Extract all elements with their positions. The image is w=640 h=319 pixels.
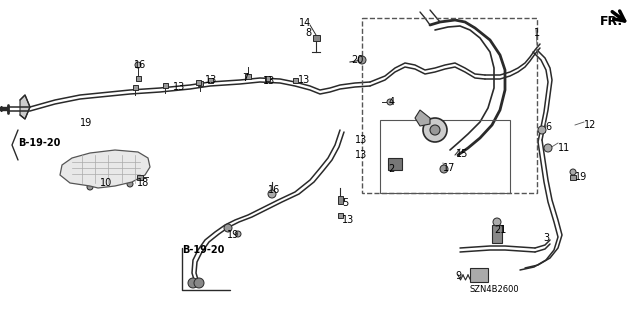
Bar [388,158,402,170]
Text: 19: 19 [227,230,239,240]
Circle shape [87,184,93,190]
Polygon shape [60,150,150,188]
Text: 13: 13 [298,75,310,85]
Text: 3: 3 [543,233,549,243]
Circle shape [194,278,204,288]
Text: 20: 20 [351,55,364,65]
Circle shape [358,56,366,64]
Text: 5: 5 [342,198,348,208]
Polygon shape [415,110,430,126]
FancyArrow shape [0,107,8,112]
Text: 18: 18 [137,178,149,188]
Circle shape [127,181,133,187]
Circle shape [268,190,276,198]
Text: 13: 13 [173,82,185,92]
Text: 15: 15 [456,149,468,159]
Text: 21: 21 [494,225,506,235]
Circle shape [430,125,440,135]
Text: 16: 16 [268,185,280,195]
Circle shape [387,99,393,105]
Text: 13: 13 [355,150,367,160]
Text: 12: 12 [584,120,596,130]
Bar [245,73,251,78]
Text: 16: 16 [134,60,147,70]
Text: B-19-20: B-19-20 [182,245,225,255]
Bar [470,268,488,282]
Circle shape [423,118,447,142]
Text: 7: 7 [242,73,248,83]
Text: 4: 4 [389,97,395,107]
Bar [264,76,269,80]
Circle shape [544,144,552,152]
Text: FR.: FR. [600,15,623,28]
Text: 13: 13 [342,215,355,225]
Bar [198,80,202,85]
Bar [195,79,200,85]
Text: 19: 19 [575,172,588,182]
Bar [570,174,576,180]
Bar [207,78,212,83]
Text: 13: 13 [263,76,275,86]
Circle shape [570,169,576,175]
Circle shape [224,224,232,232]
Circle shape [538,126,546,134]
Bar [136,76,141,80]
Circle shape [235,231,241,237]
Circle shape [188,278,198,288]
Bar [492,225,502,243]
Text: 13: 13 [355,135,367,145]
Text: 11: 11 [558,143,570,153]
Text: 6: 6 [545,122,551,132]
Bar [380,120,510,193]
Text: 8: 8 [305,28,311,38]
Bar [132,85,138,90]
Text: 2: 2 [388,164,394,174]
Text: SZN4B2600: SZN4B2600 [470,285,520,294]
Circle shape [135,62,141,68]
Circle shape [440,165,448,173]
Bar [337,212,342,218]
Bar [362,18,537,193]
Text: 13: 13 [205,75,217,85]
Bar [312,35,319,41]
Bar [292,78,298,83]
Text: 10: 10 [100,178,112,188]
Text: B-19-20: B-19-20 [18,138,60,148]
Text: 9: 9 [455,271,461,281]
Bar [137,174,143,180]
Bar [163,83,168,87]
Circle shape [493,218,501,226]
Text: 17: 17 [443,163,456,173]
Polygon shape [20,95,30,119]
Text: 14: 14 [299,18,311,28]
Text: 19: 19 [80,118,92,128]
Bar [337,196,342,204]
Text: 1: 1 [534,28,540,38]
